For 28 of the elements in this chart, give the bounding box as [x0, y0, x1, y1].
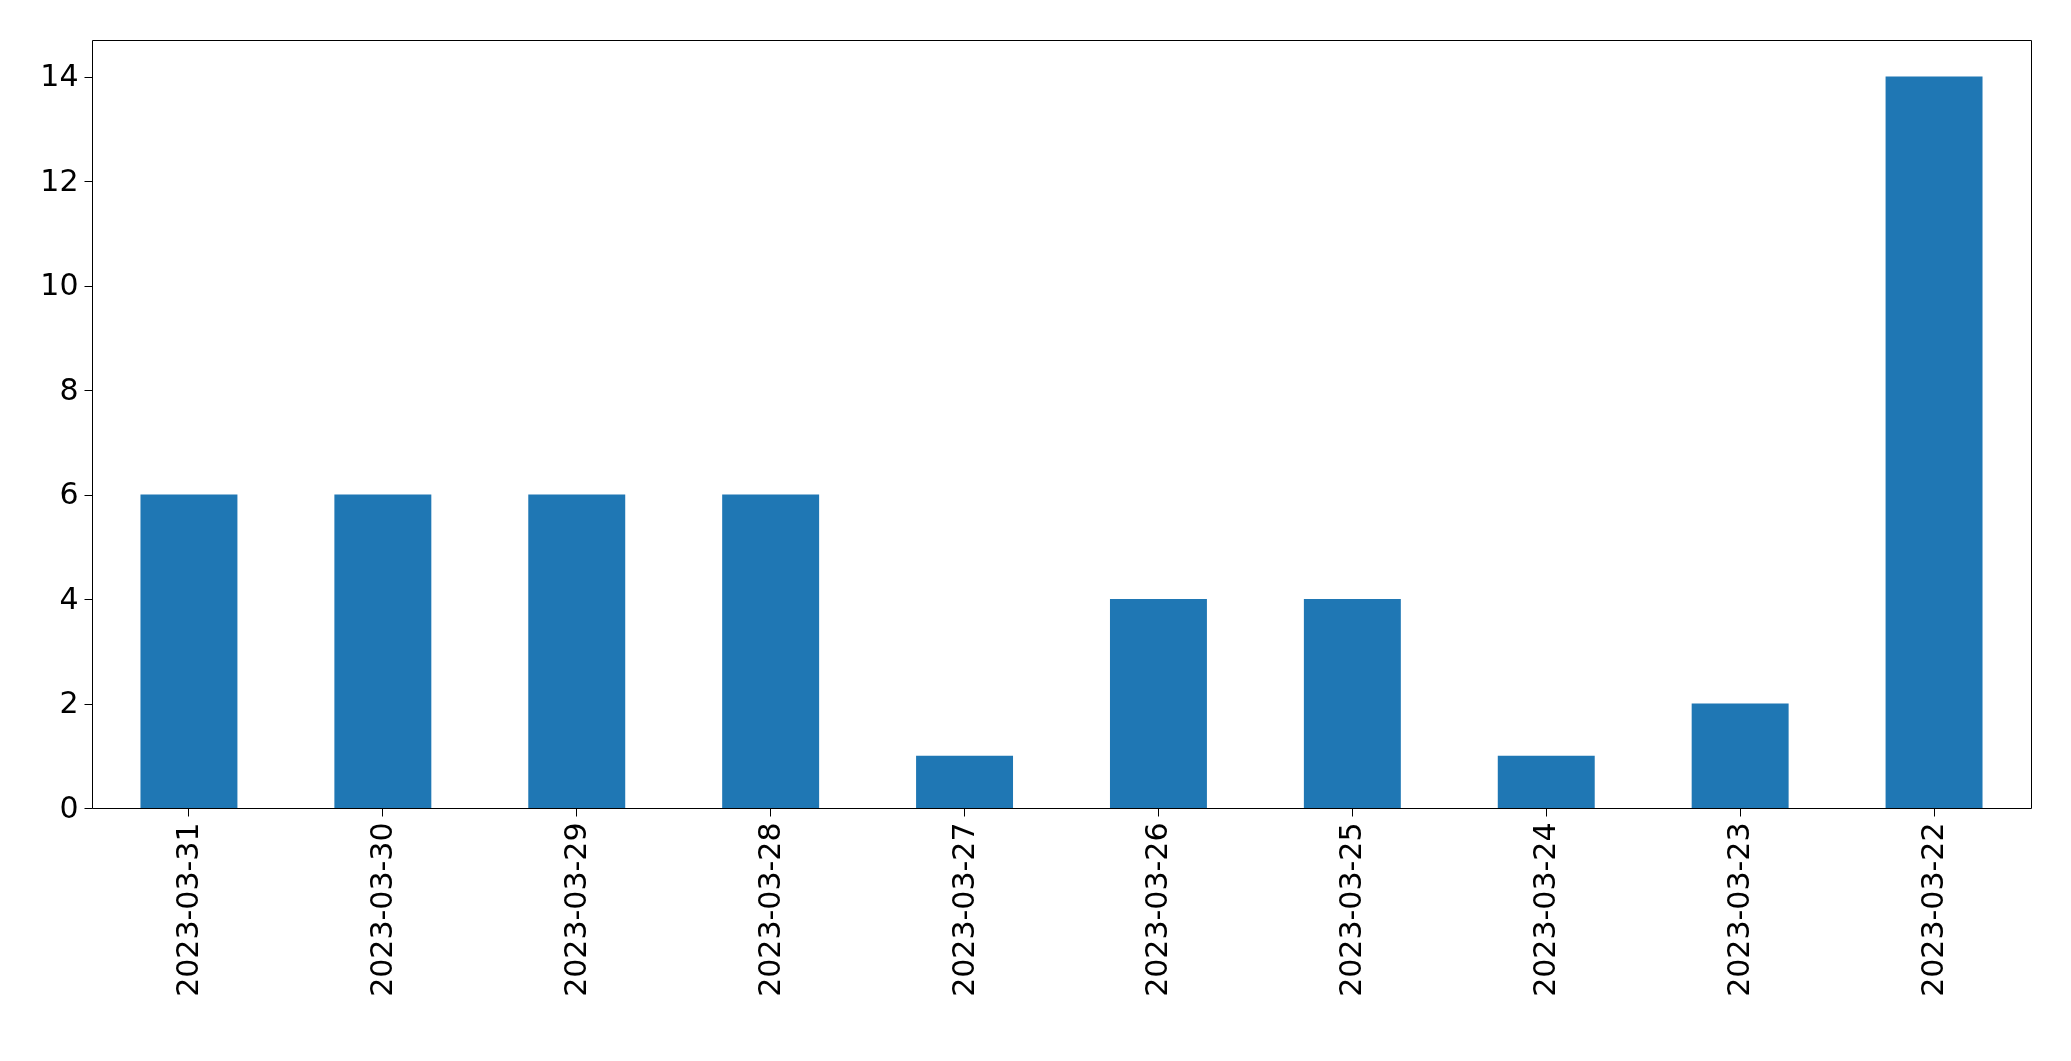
y-tick-label: 10	[40, 267, 79, 303]
bar	[1109, 599, 1207, 808]
bar	[1885, 76, 1983, 808]
y-tick-label: 0	[59, 789, 79, 825]
x-tick-label: 2023-03-27	[945, 822, 981, 997]
x-tick-label: 2023-03-24	[1527, 822, 1563, 997]
bar	[1303, 599, 1401, 808]
x-tick-label: 2023-03-29	[557, 822, 593, 997]
x-tick-label: 2023-03-23	[1721, 822, 1757, 997]
y-tick-label: 6	[59, 476, 79, 512]
x-tick-label: 2023-03-22	[1915, 822, 1951, 997]
bar	[140, 494, 238, 808]
y-tick-label: 14	[40, 58, 79, 94]
y-tick-label: 2	[59, 685, 79, 721]
x-tick-label: 2023-03-31	[169, 822, 205, 997]
x-tick-label: 2023-03-25	[1333, 822, 1369, 997]
bar	[528, 494, 626, 808]
y-tick-label: 4	[59, 580, 79, 616]
y-tick-label: 12	[40, 162, 79, 198]
x-tick-label: 2023-03-30	[363, 822, 399, 997]
bar	[1497, 755, 1595, 808]
x-tick-label: 2023-03-28	[751, 822, 787, 997]
bar	[722, 494, 820, 808]
bar	[334, 494, 432, 808]
bar	[916, 755, 1014, 808]
bar	[1691, 703, 1789, 808]
x-tick-label: 2023-03-26	[1139, 822, 1175, 997]
y-tick-label: 8	[59, 371, 79, 407]
